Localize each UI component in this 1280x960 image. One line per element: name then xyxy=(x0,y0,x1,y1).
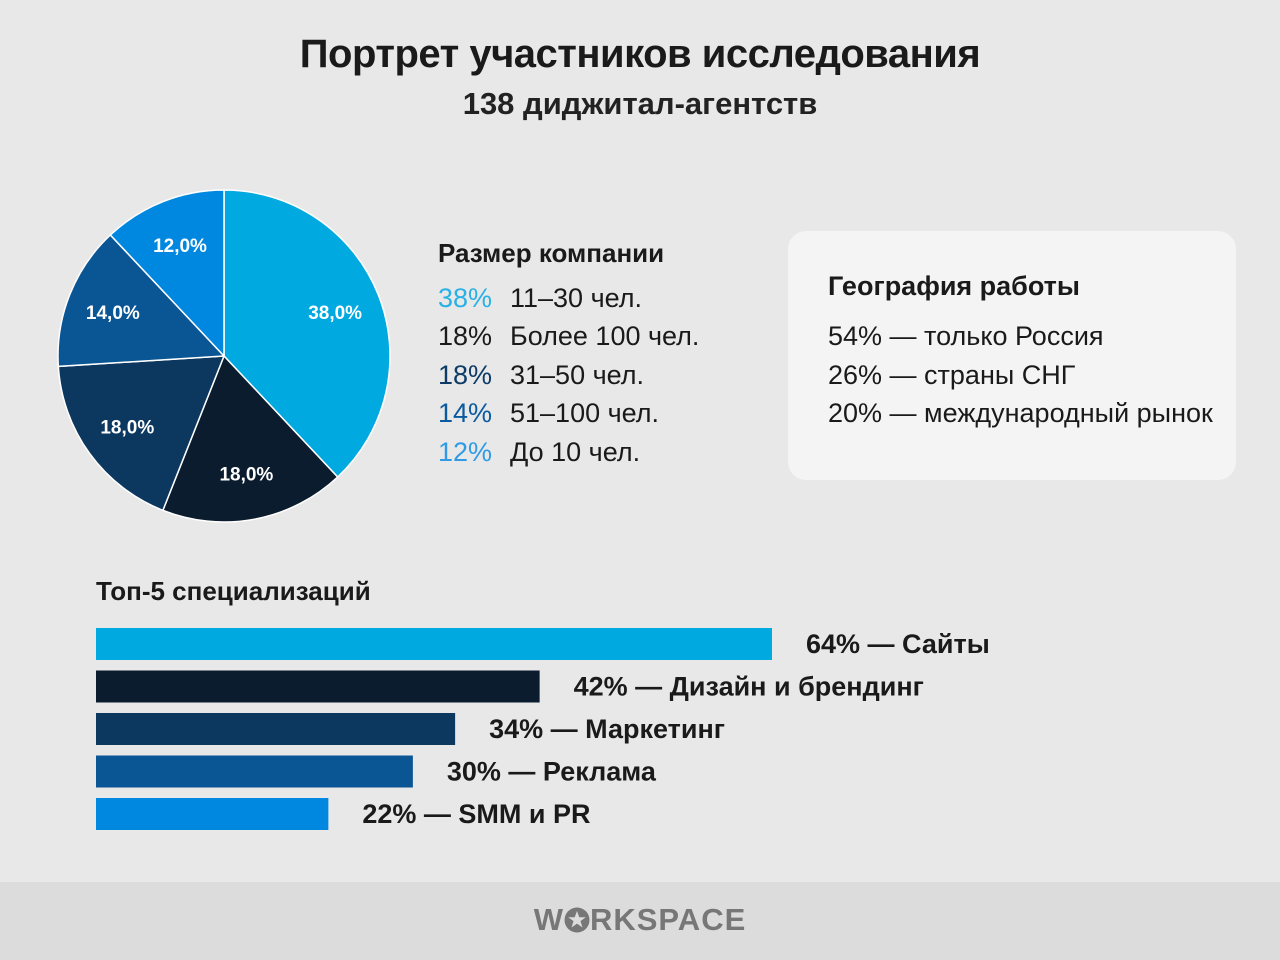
pie-slice-label: 18,0% xyxy=(219,464,273,485)
page-title: Портрет участников исследования xyxy=(299,32,981,76)
pie-slice xyxy=(161,354,339,523)
bar xyxy=(96,713,456,745)
legend-item-percent: 12% xyxy=(438,436,493,467)
company-size-pie-chart: 38,0% 18,0% 18,0% 14,0% 12,0% xyxy=(57,189,391,523)
geography-card: География работы 54% — только Россия 26%… xyxy=(788,231,1236,480)
geography-list: 54% — только Россия 26% — страны СНГ 20%… xyxy=(828,317,1213,433)
logo-text-right: RKSPACE xyxy=(589,902,747,937)
legend-item: 12% До 10 чел. xyxy=(438,433,768,472)
legend-item: 14% 51–100 чел. xyxy=(438,395,768,434)
bar-label: 30% — Реклама xyxy=(447,757,657,787)
legend-item-percent: 14% xyxy=(438,398,493,429)
legend-item: 38% 11–30 чел. xyxy=(438,279,768,318)
bar-label: 22% — SMM и PR xyxy=(362,799,590,829)
legend-item-label: 31–50 чел. xyxy=(510,359,645,390)
bar xyxy=(96,628,772,660)
legend-item-label: Более 100 чел. xyxy=(510,321,700,352)
bar xyxy=(96,670,540,703)
bar xyxy=(96,798,329,830)
geography-item: 20% — международный рынок xyxy=(828,398,1213,428)
pie-slice-label: 14,0% xyxy=(86,303,140,324)
footer: W RKSPACE xyxy=(0,882,1280,960)
bar-label: 42% — Дизайн и брендинг xyxy=(574,672,924,702)
company-size-legend: Размер компании 38% 11–30 чел. 18% Более 10… xyxy=(438,238,768,472)
bar xyxy=(96,755,413,788)
pie-slice xyxy=(57,233,226,368)
pie-slice xyxy=(57,355,226,512)
legend-item-percent: 18% xyxy=(438,359,493,390)
legend-item-percent: 18% xyxy=(438,321,493,352)
pie-slice-label: 12,0% xyxy=(153,236,207,257)
geography-item: 54% — только Россия xyxy=(828,321,1104,351)
pie-slice-label: 38,0% xyxy=(308,303,362,324)
geography-item: 26% — страны СНГ xyxy=(828,359,1076,390)
legend-title: Размер компании xyxy=(438,238,665,268)
pie-slice xyxy=(109,189,225,358)
legend-item: 18% Более 100 чел. xyxy=(438,318,768,357)
page-subtitle: 138 диджитал-агентств xyxy=(462,86,818,121)
geography-title: География работы xyxy=(828,271,1080,301)
pie-slice xyxy=(223,189,391,479)
legend-item-label: 51–100 чел. xyxy=(510,398,660,429)
star-icon xyxy=(564,907,590,933)
bar-label: 64% — Сайты xyxy=(806,629,990,659)
legend-item: 18% 31–50 чел. xyxy=(438,356,768,395)
logo-text-left: W xyxy=(533,902,564,937)
legend-item-label: До 10 чел. xyxy=(510,436,641,467)
legend-item-label: 11–30 чел. xyxy=(510,282,643,313)
specializations-title: Топ-5 специализаций xyxy=(96,576,371,606)
bar-label: 34% — Маркетинг xyxy=(489,714,725,744)
legend-item-percent: 38% xyxy=(438,282,493,313)
pie-slice-label: 18,0% xyxy=(100,417,154,438)
workspace-logo: W RKSPACE xyxy=(0,902,1280,938)
